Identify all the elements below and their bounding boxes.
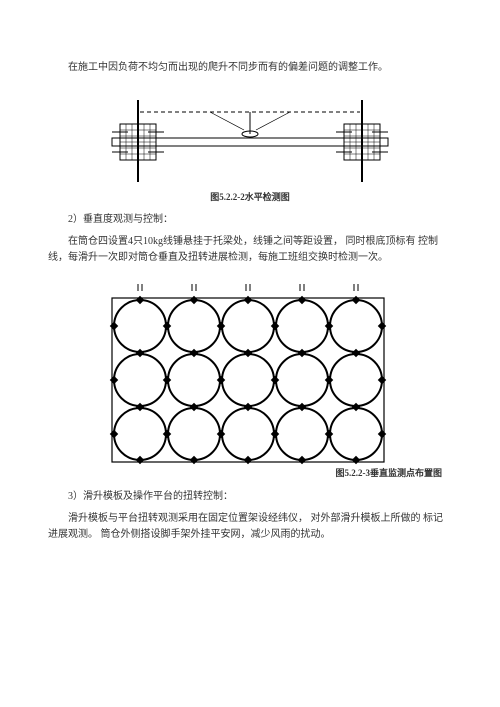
figure-2-svg [100, 276, 400, 476]
figure-2-caption: 图5.2.2-3垂直监测点布置图 [48, 466, 452, 480]
section-3-title: 3）滑升模板及操作平台的扭转控制： [48, 489, 452, 505]
figure-2-container [48, 276, 452, 476]
figure-1-svg [90, 86, 410, 186]
figure-1-caption: 图5.2.2-2水平检测图 [48, 190, 452, 204]
figure-1-container [48, 86, 452, 186]
section-3-paragraph: 滑升模板与平台扭转观测采用在固定位置架设经纬仪， 对外部滑升模板上所做的 标记进… [48, 511, 452, 543]
intro-paragraph: 在施工中因负荷不均匀而出现的爬升不同步而有的偏差问题的调整工作。 [48, 60, 452, 76]
section-2-paragraph: 在筒仓四设置4只10kg线锤悬挂于托梁处，线锤之间等距设置， 同时根底顶标有 控… [48, 234, 452, 266]
section-2-title: 2）垂直度观测与控制： [48, 212, 452, 228]
